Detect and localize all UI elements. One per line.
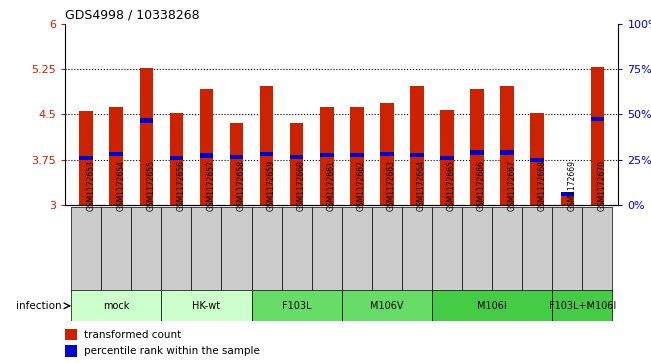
Bar — [380, 152, 394, 156]
FancyBboxPatch shape — [251, 290, 342, 321]
Bar — [380, 103, 394, 205]
FancyBboxPatch shape — [191, 207, 221, 292]
FancyBboxPatch shape — [432, 207, 462, 292]
Bar — [79, 111, 93, 205]
Bar — [170, 113, 183, 205]
Text: GSM1172666: GSM1172666 — [477, 160, 486, 211]
FancyBboxPatch shape — [101, 207, 132, 292]
Bar — [590, 67, 604, 205]
Text: GSM1172667: GSM1172667 — [507, 160, 516, 211]
Bar — [170, 156, 183, 160]
FancyBboxPatch shape — [583, 207, 613, 292]
Bar — [79, 156, 93, 160]
Text: percentile rank within the sample: percentile rank within the sample — [85, 346, 260, 356]
Text: GSM1172664: GSM1172664 — [417, 160, 426, 211]
Bar — [501, 86, 514, 205]
FancyBboxPatch shape — [71, 290, 161, 321]
Text: M106V: M106V — [370, 301, 404, 311]
Text: GSM1172670: GSM1172670 — [598, 160, 606, 211]
FancyBboxPatch shape — [71, 207, 101, 292]
FancyBboxPatch shape — [432, 290, 552, 321]
FancyBboxPatch shape — [522, 207, 552, 292]
FancyBboxPatch shape — [312, 207, 342, 292]
Bar — [200, 89, 214, 205]
Bar — [139, 118, 153, 122]
Text: M106I: M106I — [477, 301, 507, 311]
Bar — [531, 113, 544, 205]
Bar — [440, 110, 454, 205]
Text: mock: mock — [103, 301, 130, 311]
Bar — [109, 107, 123, 205]
Text: GDS4998 / 10338268: GDS4998 / 10338268 — [65, 8, 200, 21]
FancyBboxPatch shape — [342, 207, 372, 292]
FancyBboxPatch shape — [161, 290, 251, 321]
FancyBboxPatch shape — [282, 207, 312, 292]
Bar — [139, 68, 153, 205]
FancyBboxPatch shape — [402, 207, 432, 292]
Bar — [290, 155, 303, 159]
Bar — [501, 150, 514, 155]
FancyBboxPatch shape — [372, 207, 402, 292]
Bar — [65, 345, 77, 357]
Bar — [320, 107, 333, 205]
Bar — [320, 153, 333, 157]
Text: GSM1172656: GSM1172656 — [176, 160, 186, 211]
FancyBboxPatch shape — [221, 207, 251, 292]
Bar — [260, 152, 273, 156]
Text: F103L+M106I: F103L+M106I — [549, 301, 616, 311]
Bar — [410, 153, 424, 157]
FancyBboxPatch shape — [251, 207, 282, 292]
Text: F103L: F103L — [282, 301, 311, 311]
Text: infection: infection — [16, 301, 62, 311]
Bar — [561, 194, 574, 205]
Bar — [109, 152, 123, 156]
Text: GSM1172662: GSM1172662 — [357, 160, 366, 211]
Bar — [230, 155, 243, 159]
Bar — [531, 158, 544, 162]
Text: GSM1172657: GSM1172657 — [206, 160, 215, 211]
Bar — [561, 192, 574, 196]
Text: GSM1172663: GSM1172663 — [387, 160, 396, 211]
Bar — [350, 107, 363, 205]
Text: HK-wt: HK-wt — [193, 301, 221, 311]
Bar — [200, 154, 214, 158]
FancyBboxPatch shape — [462, 207, 492, 292]
FancyBboxPatch shape — [492, 207, 522, 292]
Text: GSM1172655: GSM1172655 — [146, 160, 156, 211]
Text: transformed count: transformed count — [85, 330, 182, 340]
Text: GSM1172665: GSM1172665 — [447, 160, 456, 211]
Text: GSM1172658: GSM1172658 — [236, 160, 245, 211]
FancyBboxPatch shape — [342, 290, 432, 321]
Bar — [470, 89, 484, 205]
Bar — [290, 123, 303, 205]
Text: GSM1172660: GSM1172660 — [297, 160, 306, 211]
Text: GSM1172661: GSM1172661 — [327, 160, 336, 211]
Text: GSM1172653: GSM1172653 — [86, 160, 95, 211]
FancyBboxPatch shape — [552, 290, 613, 321]
Bar — [590, 117, 604, 121]
FancyBboxPatch shape — [132, 207, 161, 292]
Text: GSM1172659: GSM1172659 — [267, 160, 275, 211]
Bar — [350, 153, 363, 157]
FancyBboxPatch shape — [552, 207, 583, 292]
Text: GSM1172654: GSM1172654 — [117, 160, 125, 211]
Bar — [230, 123, 243, 205]
Text: GSM1172668: GSM1172668 — [537, 160, 546, 211]
Bar — [440, 156, 454, 160]
FancyBboxPatch shape — [161, 207, 191, 292]
Bar — [260, 86, 273, 205]
Bar — [410, 86, 424, 205]
Text: GSM1172669: GSM1172669 — [567, 160, 576, 211]
Bar — [65, 329, 77, 340]
Bar — [470, 150, 484, 155]
